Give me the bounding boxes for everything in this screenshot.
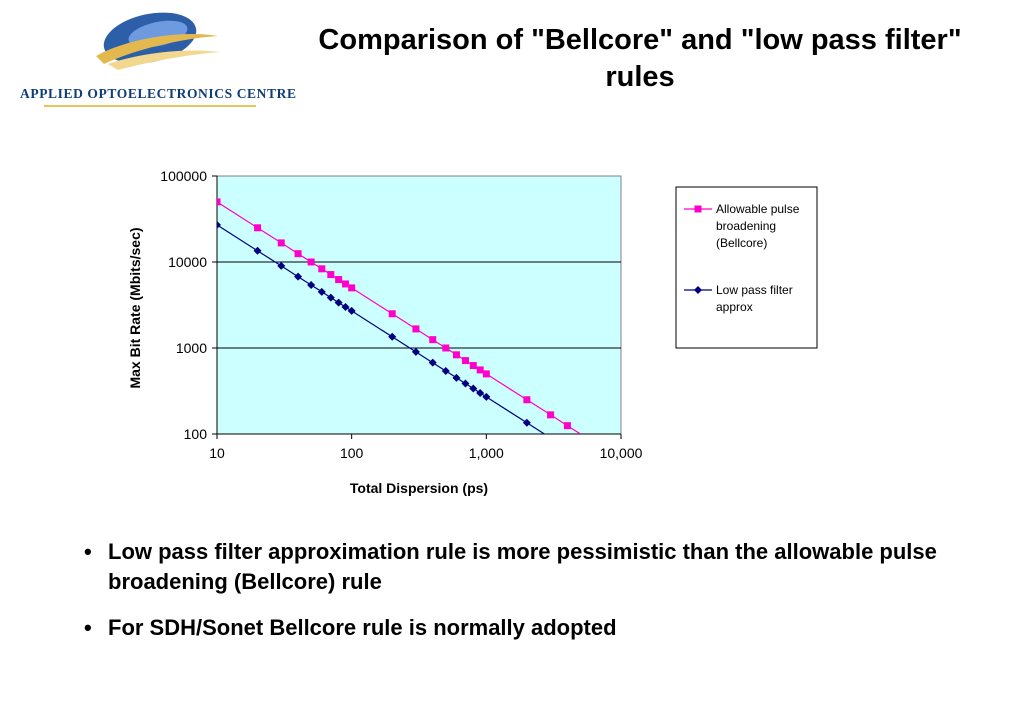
legend-box <box>675 186 818 349</box>
data-point <box>523 396 531 404</box>
y-axis-label: Max Bit Rate (Mbits/sec) <box>127 227 143 388</box>
data-point <box>294 250 302 258</box>
legend-label-line: Allowable pulse <box>716 202 800 216</box>
data-point <box>335 276 343 284</box>
data-point <box>217 220 221 229</box>
slide-title: Comparison of "Bellcore" and "low pass f… <box>318 24 962 93</box>
data-point <box>452 373 461 382</box>
series-0 <box>217 198 581 434</box>
x-tick-label: 100 <box>340 445 364 461</box>
data-point <box>476 366 484 374</box>
data-point <box>412 325 420 333</box>
data-point <box>442 344 450 352</box>
data-point <box>348 284 356 292</box>
legend: Allowable pulse broadening (Bellcore) Low p… <box>675 186 818 349</box>
data-point <box>563 422 571 430</box>
logo-text: Applied Optoelectronics Centre <box>20 86 297 101</box>
data-point <box>342 280 350 288</box>
data-point <box>326 293 335 302</box>
data-point <box>461 357 469 365</box>
logo: Applied Optoelectronics Centre <box>8 8 298 108</box>
data-point <box>452 351 460 359</box>
legend-label: Low pass filter approx <box>716 283 793 314</box>
legend-label-line: broadening <box>716 219 776 233</box>
data-point <box>476 388 485 397</box>
grid-lines <box>217 261 621 349</box>
legend-label: Allowable pulse broadening (Bellcore) <box>716 202 800 250</box>
data-point <box>253 246 262 255</box>
data-point <box>318 265 326 273</box>
data-point <box>469 362 477 370</box>
stylized-eye-logo-icon <box>96 12 220 70</box>
x-tick-label: 10 <box>209 445 225 461</box>
data-point <box>327 271 335 279</box>
legend-label-line: Low pass filter <box>716 283 793 297</box>
data-point <box>441 367 450 376</box>
data-point <box>277 239 285 247</box>
x-tick-label: 10,000 <box>600 445 643 461</box>
data-point <box>347 306 356 315</box>
data-point <box>334 298 343 307</box>
data-point <box>429 336 437 344</box>
bullet-list: Low pass filter approximation rule is mo… <box>84 537 984 659</box>
data-point <box>307 281 316 290</box>
data-point <box>388 332 397 341</box>
legend-label-line: approx <box>716 300 753 314</box>
data-point <box>294 272 303 281</box>
data-point <box>317 287 326 296</box>
series-layer <box>217 198 581 434</box>
y-tick-label: 100 <box>184 426 208 442</box>
legend-marker <box>694 286 702 294</box>
data-point <box>307 258 315 266</box>
plot-area <box>216 175 622 435</box>
data-point <box>388 310 396 318</box>
legend-marker <box>694 205 702 213</box>
y-tick-label: 100000 <box>160 168 207 184</box>
data-point <box>522 418 531 427</box>
y-tick-label: 10000 <box>168 254 207 270</box>
data-point <box>411 347 420 356</box>
data-point <box>547 411 555 419</box>
bullet-item: Low pass filter approximation rule is mo… <box>84 537 984 597</box>
data-point <box>482 370 490 378</box>
x-tick-label: 1,000 <box>469 445 504 461</box>
legend-label-line: (Bellcore) <box>716 236 767 250</box>
data-point <box>482 392 491 401</box>
data-point <box>428 358 437 367</box>
data-point <box>277 261 286 270</box>
data-point <box>461 379 470 388</box>
logo-underline <box>44 105 256 107</box>
data-point <box>341 302 350 311</box>
data-point <box>469 384 478 393</box>
series-1 <box>217 220 545 434</box>
data-point <box>254 224 262 232</box>
data-point <box>217 198 221 206</box>
y-tick-label: 1000 <box>176 340 207 356</box>
bullet-item: For SDH/Sonet Bellcore rule is normally … <box>84 613 984 643</box>
x-axis-label: Total Dispersion (ps) <box>350 480 488 496</box>
